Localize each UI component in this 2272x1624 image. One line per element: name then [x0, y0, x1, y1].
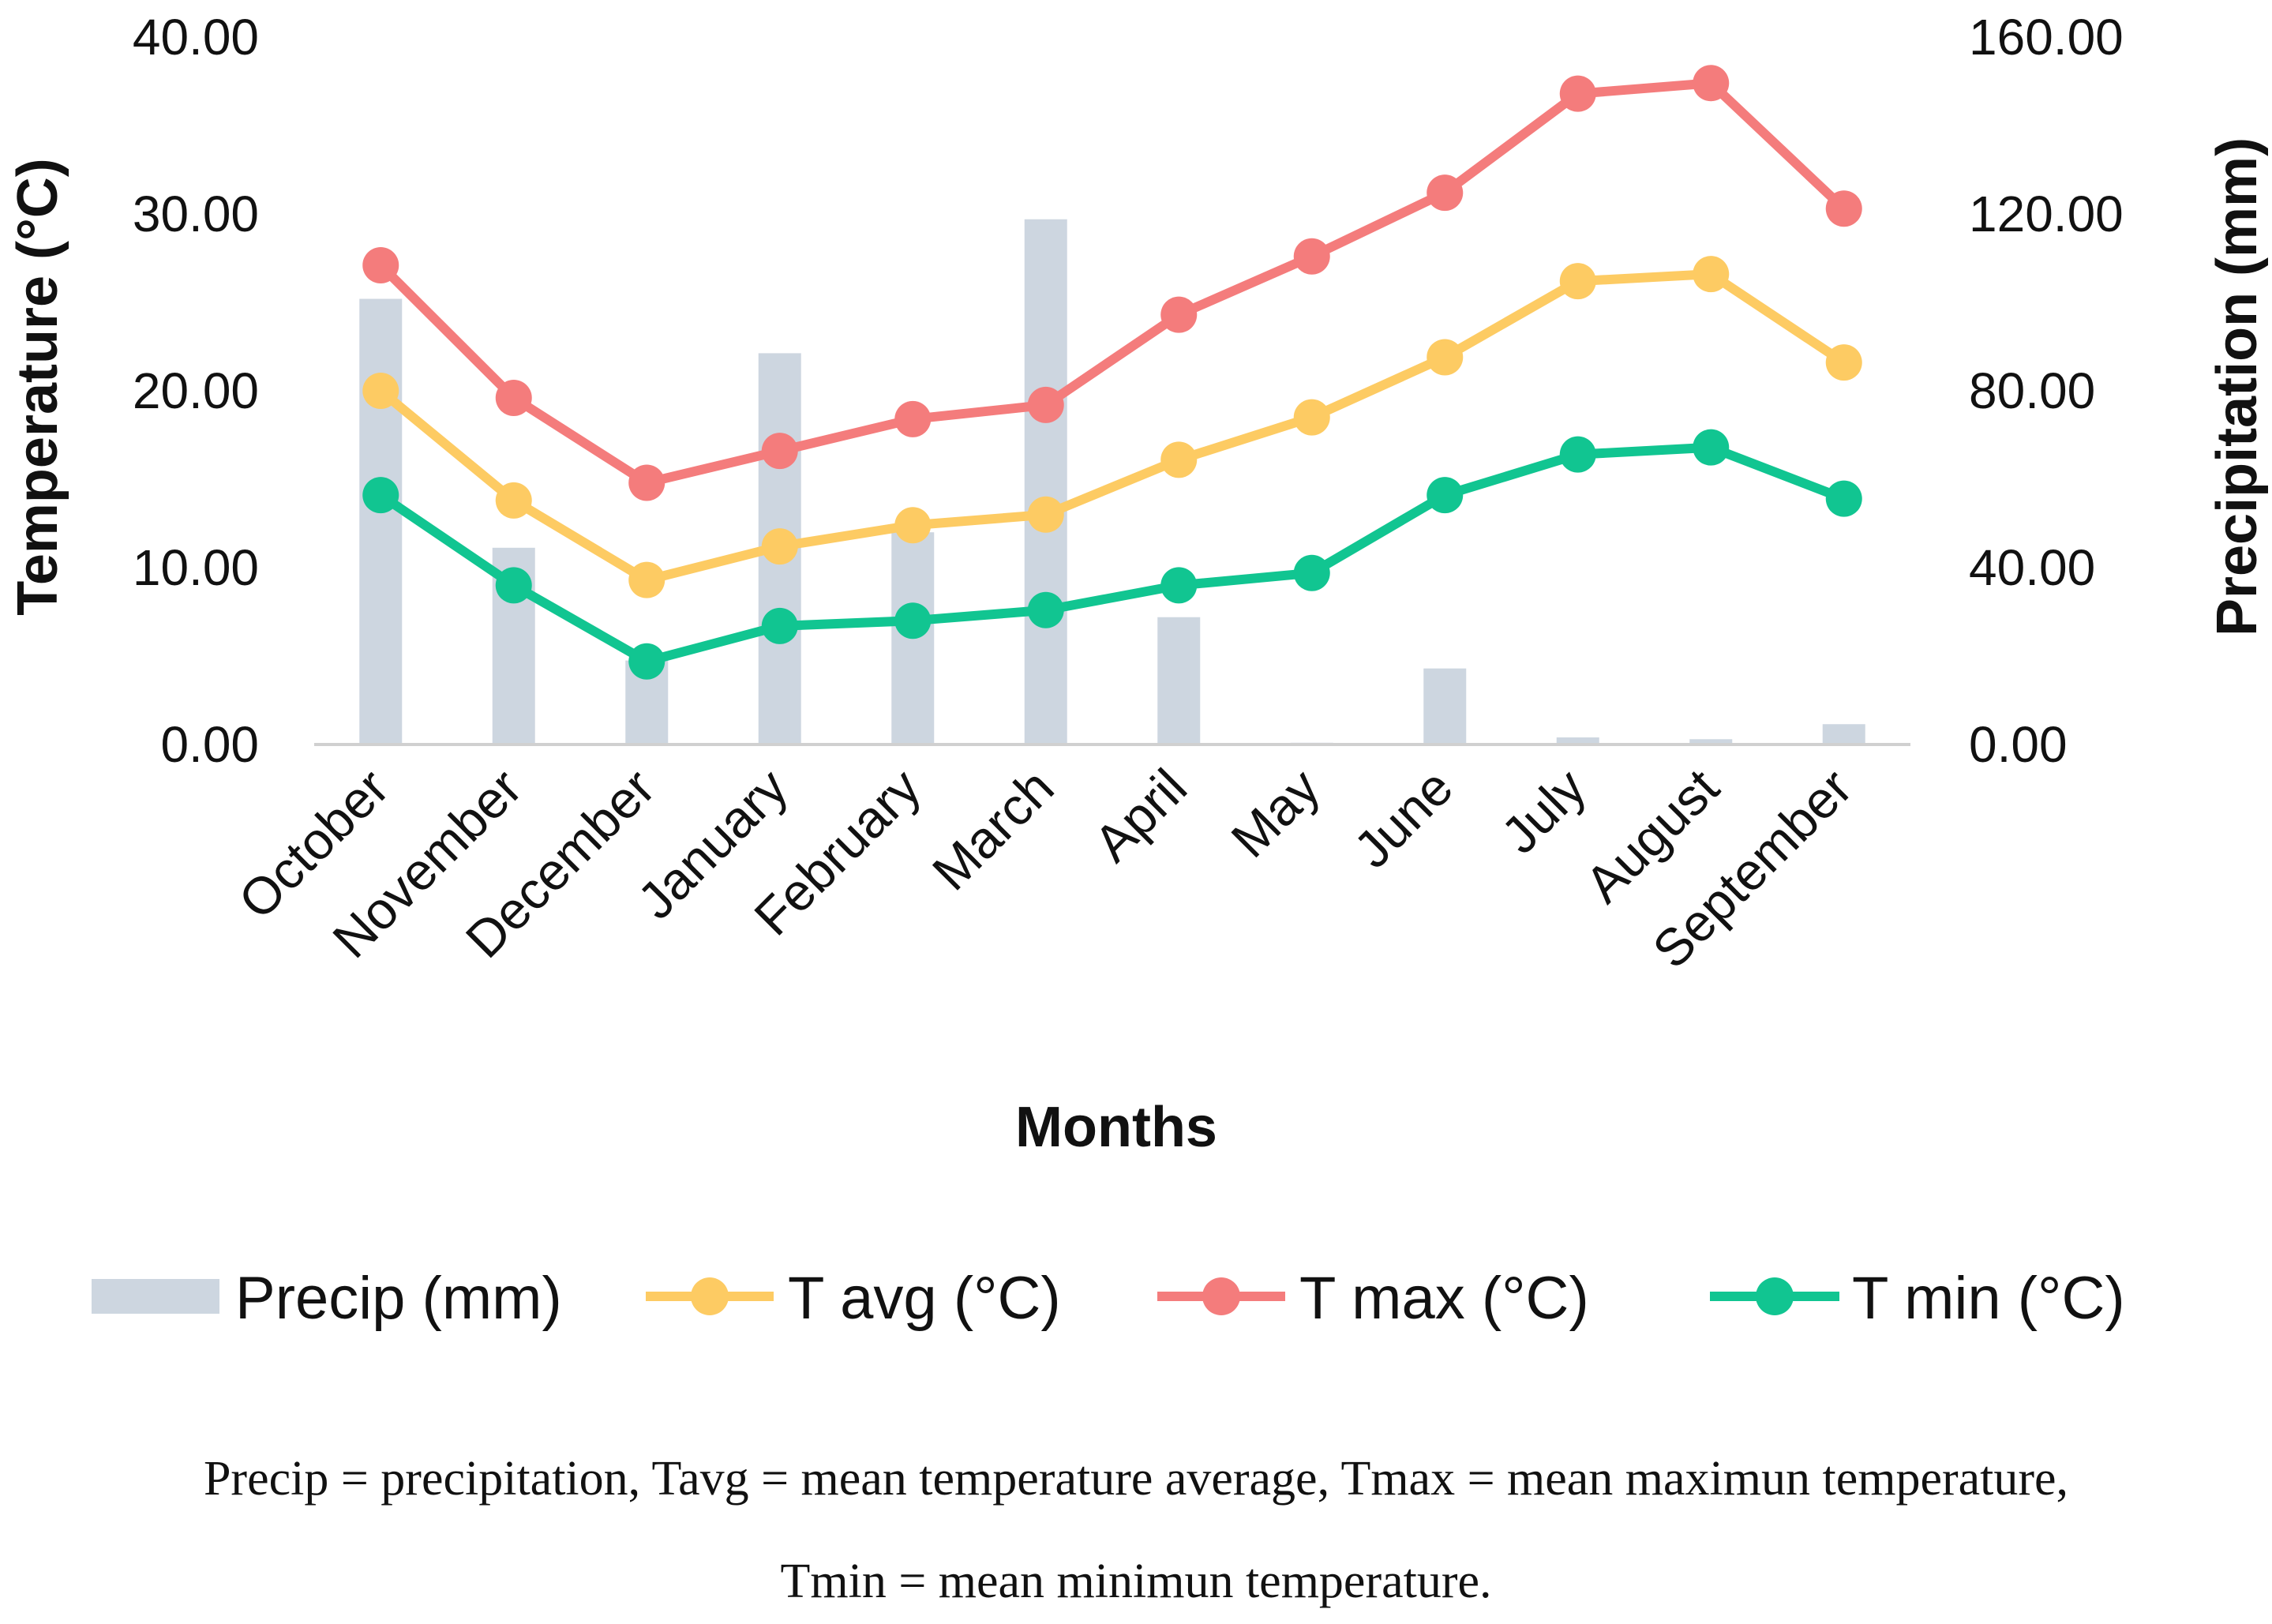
y-tick-label: 40.00: [133, 9, 259, 66]
x-axis-ticks: OctoberNovemberDecemberJanuaryFebruaryMa…: [227, 758, 1863, 980]
tavg-point: [1825, 344, 1862, 381]
tmin-point: [1160, 567, 1198, 604]
tmax-point: [1693, 65, 1730, 102]
tmin-line: [376, 442, 1849, 666]
tmin-point: [1293, 554, 1330, 591]
tmax-point: [1027, 386, 1064, 423]
tavg-point: [628, 561, 665, 598]
tavg-point: [1559, 263, 1596, 300]
tavg-point: [761, 528, 798, 565]
tmin-point: [628, 643, 665, 680]
tavg-point: [1027, 496, 1064, 533]
precip-bar: [1024, 219, 1067, 745]
y2-tick-label: 120.00: [1969, 186, 2124, 242]
legend-tmax-marker: [1202, 1277, 1240, 1315]
tmax-point: [894, 400, 932, 437]
tmin-point: [495, 567, 532, 604]
precip-bar: [1157, 617, 1201, 744]
x-tick-label: June: [1343, 758, 1464, 880]
tmax-point: [495, 379, 532, 416]
y-tick-label: 20.00: [133, 362, 259, 419]
y-tick-label: 10.00: [133, 539, 259, 596]
tmin-point: [1427, 477, 1464, 514]
y-tick-label: 30.00: [133, 186, 259, 242]
x-tick-label: April: [1082, 758, 1198, 873]
precip-bars: [359, 219, 1865, 745]
tavg-line: [376, 269, 1849, 585]
precip-bar: [1822, 724, 1865, 744]
tmax-point: [1427, 174, 1464, 212]
tavg-point: [1427, 339, 1464, 376]
tavg-point: [1160, 441, 1198, 478]
caption-line-2: Tmin = mean minimun temperature.: [780, 1555, 1492, 1608]
tavg-point: [495, 482, 532, 519]
y2-tick-label: 80.00: [1969, 362, 2095, 419]
x-tick-label: May: [1220, 758, 1330, 868]
precip-bar: [1689, 739, 1733, 744]
x-tick-label: July: [1490, 758, 1596, 865]
y-axis-title: Temperature (°C): [6, 158, 69, 616]
tmin-point: [1693, 429, 1730, 466]
tmax-point: [761, 433, 798, 470]
legend-tmin-label: T min (°C): [1852, 1265, 2125, 1332]
tmax-point: [1293, 238, 1330, 275]
legend: Precip (mm) T avg (°C) T max (°C) T min …: [92, 1265, 2125, 1332]
tmax-point: [1160, 296, 1198, 333]
tmax-point: [362, 246, 399, 283]
y2-axis-title: Precipitation (mm): [2206, 137, 2269, 636]
precip-bar: [1423, 668, 1467, 744]
legend-tavg-marker: [691, 1277, 729, 1315]
caption-line-1: Precip = precipitation, Tavg = mean temp…: [203, 1452, 2069, 1506]
x-axis-title: Months: [1015, 1096, 1217, 1159]
y-axis-ticks: 0.00 10.00 20.00 30.00 40.00: [133, 9, 259, 773]
precip-bar: [359, 298, 403, 744]
tavg-point: [1693, 256, 1730, 293]
precip-bar: [1556, 737, 1599, 744]
y2-tick-label: 40.00: [1969, 539, 2095, 596]
temperature-lines: [362, 65, 1862, 680]
tmin-point: [1559, 436, 1596, 473]
legend-precip-swatch: [92, 1279, 219, 1314]
legend-tavg-label: T avg (°C): [788, 1265, 1061, 1332]
tmin-point: [1027, 591, 1064, 628]
y2-axis-ticks: 0.00 40.00 80.00 120.00 160.00: [1969, 9, 2124, 773]
y-tick-label: 0.00: [160, 716, 259, 773]
tavg-point: [1293, 399, 1330, 436]
tmin-point: [362, 477, 399, 514]
tmax-point: [1825, 190, 1862, 227]
legend-precip-label: Precip (mm): [235, 1265, 562, 1332]
legend-tmax-label: T max (°C): [1299, 1265, 1589, 1332]
y2-tick-label: 160.00: [1969, 9, 2124, 66]
tmin-point: [894, 602, 932, 639]
x-tick-label: March: [921, 758, 1065, 902]
y2-tick-label: 0.00: [1969, 716, 2068, 773]
tmax-point: [1559, 75, 1596, 112]
legend-tmin-marker: [1756, 1277, 1794, 1315]
tavg-point: [362, 373, 399, 409]
tmin-point: [761, 607, 798, 644]
tmax-point: [628, 464, 665, 501]
tmax-line: [376, 78, 1849, 488]
tmin-point: [1825, 480, 1862, 517]
tavg-point: [894, 507, 932, 544]
